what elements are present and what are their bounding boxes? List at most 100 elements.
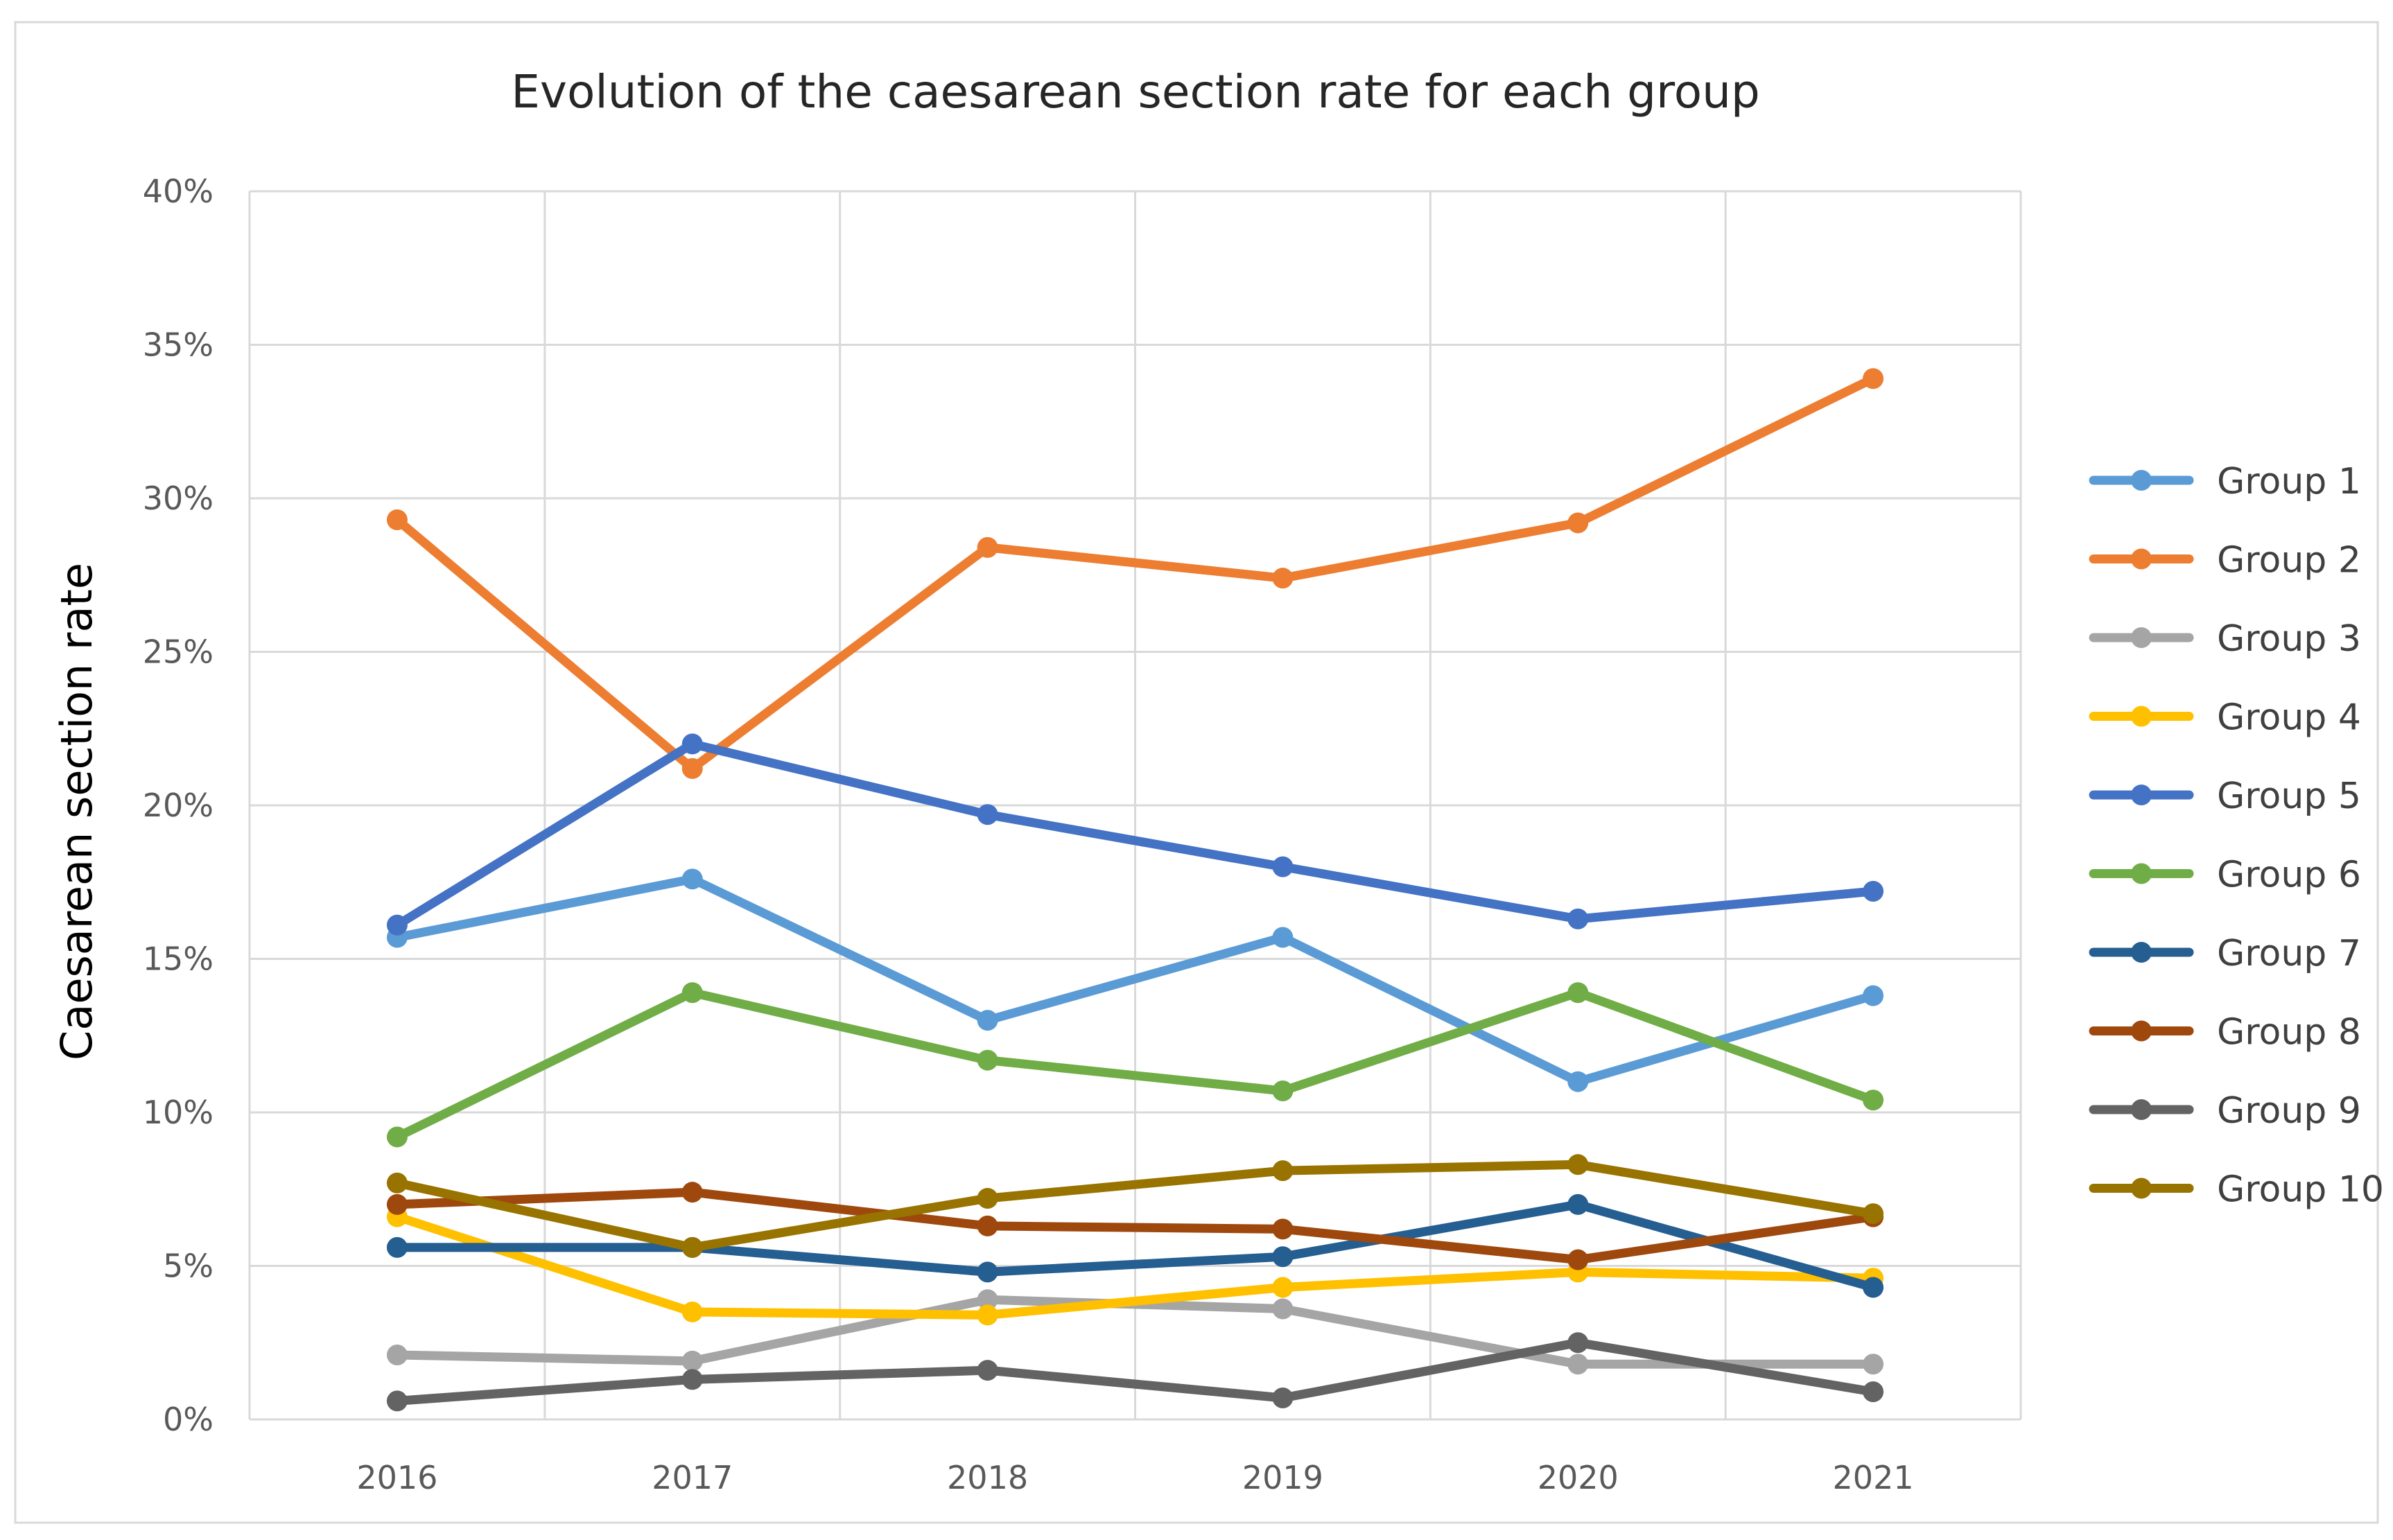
legend-swatch-marker [2131,863,2152,884]
data-point [977,536,998,558]
legend-label: Group 8 [2217,1012,2361,1053]
data-point [1567,1332,1589,1354]
legend-label: Group 10 [2217,1169,2384,1211]
data-point [386,1344,408,1365]
y-tick-label: 0% [163,1401,214,1438]
x-tick-label: 2021 [1833,1459,1914,1496]
data-point [1272,1218,1294,1240]
data-point [1272,1298,1294,1320]
data-point [1567,982,1589,1004]
series-2 [386,368,1884,779]
y-tick-label: 5% [163,1248,214,1285]
legend-item: Group 1 [2089,461,2361,502]
data-point [386,1193,408,1215]
data-point [1863,1354,1884,1375]
data-point [1863,1381,1884,1403]
data-point [1272,1246,1294,1268]
data-point [1272,568,1294,589]
legend-item: Group 6 [2089,855,2361,896]
legend-swatch-marker [2131,1178,2152,1199]
x-tick-label: 2016 [356,1459,437,1496]
data-point [681,868,703,890]
data-point [386,1390,408,1412]
legend-swatch-marker [2131,942,2152,963]
legend-item: Group 8 [2089,1012,2361,1053]
y-axis-ticks: 0% 5% 10% 15% 20% 25% 30% 35% 40% [143,173,214,1438]
y-tick-label: 15% [143,940,214,978]
series-7 [386,1193,1884,1298]
x-tick-label: 2019 [1242,1459,1323,1496]
legend-swatch-marker [2131,1099,2152,1120]
y-tick-label: 20% [143,787,214,824]
legend-label: Group 3 [2217,618,2361,660]
series-line [392,1338,1878,1406]
data-point [1272,1277,1294,1298]
data-point [977,804,998,825]
data-point [386,1236,408,1258]
legend-label: Group 7 [2217,933,2361,974]
data-point [1863,881,1884,902]
data-point [977,1188,998,1209]
data-point [1567,1071,1589,1092]
series-1 [386,868,1884,1092]
data-point [1567,1354,1589,1375]
x-tick-label: 2020 [1538,1459,1619,1496]
legend-swatch-marker [2131,1020,2152,1042]
data-point [1863,1277,1884,1298]
series-5 [386,733,1884,936]
legend-item: Group 4 [2089,697,2361,739]
x-tick-label: 2018 [947,1459,1028,1496]
data-point [1863,1203,1884,1225]
data-point [977,1010,998,1031]
data-point [1272,1080,1294,1101]
data-point [1863,1090,1884,1111]
data-point [386,509,408,531]
data-point [681,1350,703,1372]
legend-item: Group 10 [2089,1169,2384,1211]
legend-label: Group 9 [2217,1090,2361,1132]
legend-item: Group 7 [2089,933,2361,974]
data-point [977,1261,998,1283]
data-point [977,1215,998,1236]
series-line [392,1200,1878,1293]
y-axis-label: Caesarean section rate [51,563,102,1060]
chart-title: Evolution of the caesarean section rate … [511,65,1760,119]
data-point [1272,1387,1294,1408]
legend: Group 1 Group 2 Group 3 Group 4 Group 5 Group… [2089,461,2384,1211]
data-point [1863,985,1884,1006]
x-axis-ticks: 2016 2017 2018 2019 2020 2021 [356,1459,1913,1496]
data-point [1567,512,1589,534]
data-point [386,914,408,936]
data-point [1567,1249,1589,1270]
legend-item: Group 5 [2089,776,2361,817]
data-point [681,1236,703,1258]
data-point [1567,1193,1589,1215]
legend-swatch-marker [2131,785,2152,805]
x-tick-label: 2017 [652,1459,733,1496]
data-point [681,1369,703,1390]
data-point [977,1304,998,1326]
data-point [681,758,703,779]
data-point [1863,368,1884,390]
legend-swatch-marker [2131,627,2152,648]
data-point [386,1126,408,1148]
data-point [1272,1160,1294,1182]
series-9 [386,1332,1884,1412]
series-line [392,988,1878,1141]
legend-label: Group 1 [2217,461,2361,502]
data-point [1272,927,1294,948]
series-layer [386,368,1884,1412]
y-tick-label: 35% [143,326,214,364]
series-10 [386,1154,1884,1258]
legend-label: Group 6 [2217,855,2361,896]
series-line [392,1160,1878,1252]
legend-swatch-marker [2131,706,2152,727]
chart-border [14,21,2379,1524]
data-point [977,1360,998,1381]
legend-label: Group 4 [2217,697,2361,739]
data-point [1272,856,1294,877]
y-tick-label: 25% [143,633,214,671]
series-line [392,1212,1878,1320]
y-tick-label: 10% [143,1094,214,1131]
